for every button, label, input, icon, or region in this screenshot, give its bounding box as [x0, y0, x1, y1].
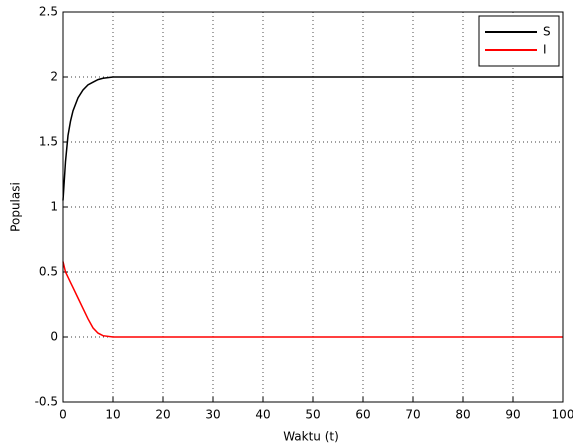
- legend-box: [478, 15, 560, 67]
- y-tick-label: 0.5: [39, 265, 58, 279]
- y-tick-label: -0.5: [35, 395, 58, 409]
- y-axis-label: Populasi: [9, 182, 23, 232]
- x-tick-label: 100: [552, 408, 573, 422]
- x-tick-label: 50: [305, 408, 320, 422]
- x-tick-label: 90: [505, 408, 520, 422]
- x-tick-label: 20: [155, 408, 170, 422]
- y-tick-label: 2: [50, 70, 58, 84]
- series-line: [62, 261, 563, 338]
- legend-label: I: [543, 43, 547, 57]
- x-tick-label: 0: [59, 408, 67, 422]
- y-tick-label: 1: [50, 200, 58, 214]
- x-tick-label: 10: [105, 408, 120, 422]
- x-tick-label: 60: [355, 408, 370, 422]
- y-tick-label: 0: [50, 330, 58, 344]
- x-tick-label: 80: [455, 408, 470, 422]
- y-tick-label: 1.5: [39, 135, 58, 149]
- x-tick-label: 70: [405, 408, 420, 422]
- x-tick-label: 30: [205, 408, 220, 422]
- x-axis-label: Waktu (t): [283, 430, 339, 444]
- legend-label: S: [543, 25, 551, 39]
- y-tick-label: 2.5: [39, 5, 58, 19]
- x-tick-label: 40: [255, 408, 270, 422]
- series-line: [62, 76, 563, 201]
- plot-border: [62, 11, 564, 403]
